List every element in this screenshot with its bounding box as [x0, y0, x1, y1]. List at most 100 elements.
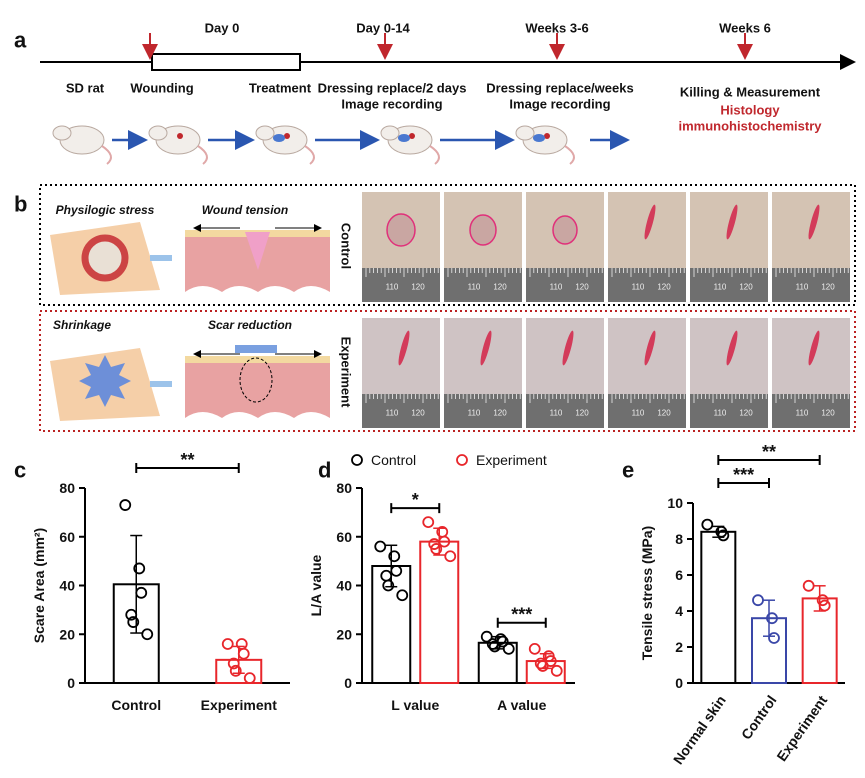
- data-point: [422, 516, 435, 529]
- ruler: [690, 268, 768, 302]
- ruler-label: 120: [657, 409, 671, 418]
- data-point: [486, 638, 499, 650]
- timeline-step: Dressing replace/2 days: [318, 81, 467, 96]
- ruler: [526, 268, 604, 302]
- x-tick-label: Experiment: [773, 692, 830, 764]
- bar: [419, 540, 460, 684]
- significance-label: ***: [733, 465, 754, 485]
- ruler: [608, 394, 686, 428]
- data-point: [488, 640, 501, 653]
- y-axis-label: L/A value: [308, 554, 324, 616]
- ruler: [772, 394, 850, 428]
- data-point: [766, 612, 778, 625]
- dressing: [273, 134, 285, 142]
- data-point: [430, 543, 443, 555]
- treatment-box: [151, 53, 301, 71]
- significance-bracket: [717, 478, 770, 488]
- shrink-star: [79, 355, 131, 407]
- row-label: Experiment: [339, 337, 354, 408]
- legend-label: Control: [371, 452, 416, 468]
- ruler-label: 120: [657, 283, 671, 292]
- significance-bracket: [135, 463, 240, 473]
- timeline-marker: Weeks 6: [719, 21, 771, 36]
- schematic-label: Scar reduction: [208, 318, 292, 332]
- ruler-label: 110: [550, 409, 563, 418]
- data-point: [125, 608, 138, 621]
- data-point: [229, 664, 242, 677]
- data-point: [444, 550, 457, 563]
- wound-area: [469, 214, 497, 246]
- rat-tail: [197, 145, 208, 165]
- ruler-label: 110: [550, 283, 563, 292]
- y-tick-label: 20: [59, 626, 75, 642]
- schematic-label: Physilogic stress: [56, 203, 155, 217]
- rat-tail: [564, 145, 575, 165]
- control-frame: [39, 184, 856, 306]
- skin-section: [185, 361, 330, 418]
- ruler-label: 120: [739, 283, 753, 292]
- rat-icon: [255, 125, 315, 165]
- y-tick-label: 6: [675, 567, 683, 583]
- significance-label: ***: [511, 605, 532, 625]
- y-tick-label: 0: [67, 675, 75, 691]
- wound: [284, 133, 290, 139]
- wound: [177, 133, 183, 139]
- timeline-marker: Day 0: [205, 21, 240, 36]
- data-point: [536, 660, 549, 672]
- y-tick-label: 20: [336, 626, 352, 642]
- rat-head: [255, 125, 275, 141]
- data-point: [802, 579, 815, 592]
- data-point: [227, 657, 240, 670]
- legend-marker: [456, 454, 468, 466]
- wound-area: [644, 204, 656, 240]
- wound-area: [552, 215, 578, 245]
- ruler-label: 110: [632, 409, 645, 418]
- rat-tail: [304, 145, 315, 165]
- y-axis-label: Tensile stress (MPa): [639, 526, 655, 660]
- ruler-label: 110: [796, 409, 809, 418]
- data-point: [382, 579, 395, 592]
- timeline-step: Treatment: [249, 81, 312, 96]
- legend-label: Experiment: [476, 452, 547, 468]
- ruler-label: 120: [821, 283, 835, 292]
- x-tick-label: A value: [497, 697, 546, 713]
- y-tick-label: 80: [336, 480, 352, 496]
- ruler-label: 110: [386, 283, 399, 292]
- bar: [700, 530, 737, 684]
- data-point: [237, 647, 250, 660]
- rat-icon: [515, 125, 575, 165]
- timeline-step: Killing & Measurement: [680, 85, 821, 100]
- rat-tail: [429, 145, 440, 165]
- y-tick-label: 40: [59, 578, 75, 594]
- data-point: [221, 638, 234, 650]
- timeline-step: Dressing replace/weeks: [486, 81, 633, 96]
- dressing: [398, 134, 410, 142]
- schematic-label: Wound tension: [202, 203, 288, 217]
- data-point: [396, 589, 409, 602]
- data-point: [717, 529, 730, 542]
- ruler-label: 110: [386, 409, 399, 418]
- ruler-label: 120: [739, 409, 753, 418]
- timeline-step: Image recording: [509, 97, 610, 112]
- timeline-marker: Day 0-14: [356, 21, 410, 36]
- panel-label: d: [318, 458, 331, 483]
- significance-label: **: [762, 442, 776, 462]
- x-tick-label: Control: [111, 697, 161, 713]
- rat-head: [515, 125, 535, 141]
- y-tick-label: 4: [675, 603, 683, 619]
- wound: [544, 133, 550, 139]
- significance-bracket: [496, 617, 547, 628]
- rat-icon: [52, 125, 112, 165]
- rat-icon: [148, 125, 208, 165]
- ruler-label: 110: [796, 283, 809, 292]
- data-point: [235, 638, 248, 650]
- data-point: [502, 642, 515, 655]
- timeline-outcome: immunohistochemistry: [678, 119, 822, 134]
- wound-area: [726, 330, 738, 366]
- ruler-label: 120: [821, 409, 835, 418]
- ruler-label: 110: [468, 409, 481, 418]
- wound-gap: [245, 232, 270, 270]
- ruler: [690, 394, 768, 428]
- legend-marker: [351, 454, 363, 466]
